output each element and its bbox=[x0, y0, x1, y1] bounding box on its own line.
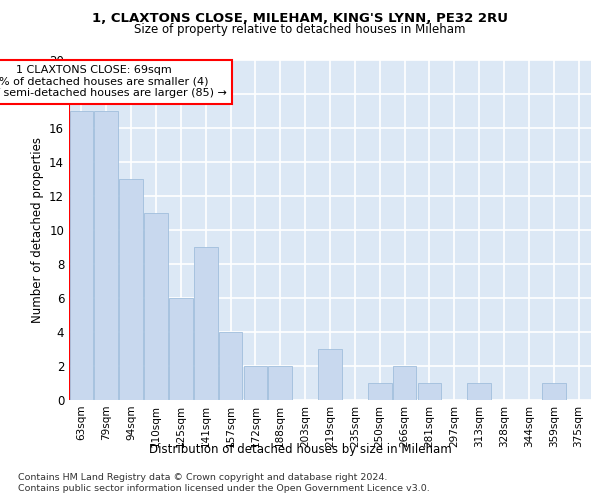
Text: 1, CLAXTONS CLOSE, MILEHAM, KING'S LYNN, PE32 2RU: 1, CLAXTONS CLOSE, MILEHAM, KING'S LYNN,… bbox=[92, 12, 508, 26]
Bar bbox=[393, 366, 416, 400]
Text: Contains public sector information licensed under the Open Government Licence v3: Contains public sector information licen… bbox=[18, 484, 430, 493]
Bar bbox=[542, 383, 566, 400]
Bar bbox=[119, 179, 143, 400]
Bar bbox=[318, 349, 342, 400]
Bar bbox=[418, 383, 441, 400]
Text: Distribution of detached houses by size in Mileham: Distribution of detached houses by size … bbox=[149, 442, 451, 456]
Bar bbox=[368, 383, 392, 400]
Bar bbox=[94, 111, 118, 400]
Y-axis label: Number of detached properties: Number of detached properties bbox=[31, 137, 44, 323]
Bar bbox=[219, 332, 242, 400]
Bar bbox=[144, 213, 168, 400]
Bar bbox=[194, 247, 218, 400]
Text: Contains HM Land Registry data © Crown copyright and database right 2024.: Contains HM Land Registry data © Crown c… bbox=[18, 472, 388, 482]
Bar bbox=[244, 366, 267, 400]
Bar bbox=[169, 298, 193, 400]
Text: 1 CLAXTONS CLOSE: 69sqm
← 4% of detached houses are smaller (4)
96% of semi-deta: 1 CLAXTONS CLOSE: 69sqm ← 4% of detached… bbox=[0, 65, 227, 98]
Text: Size of property relative to detached houses in Mileham: Size of property relative to detached ho… bbox=[134, 22, 466, 36]
Bar bbox=[268, 366, 292, 400]
Bar bbox=[70, 111, 93, 400]
Bar bbox=[467, 383, 491, 400]
